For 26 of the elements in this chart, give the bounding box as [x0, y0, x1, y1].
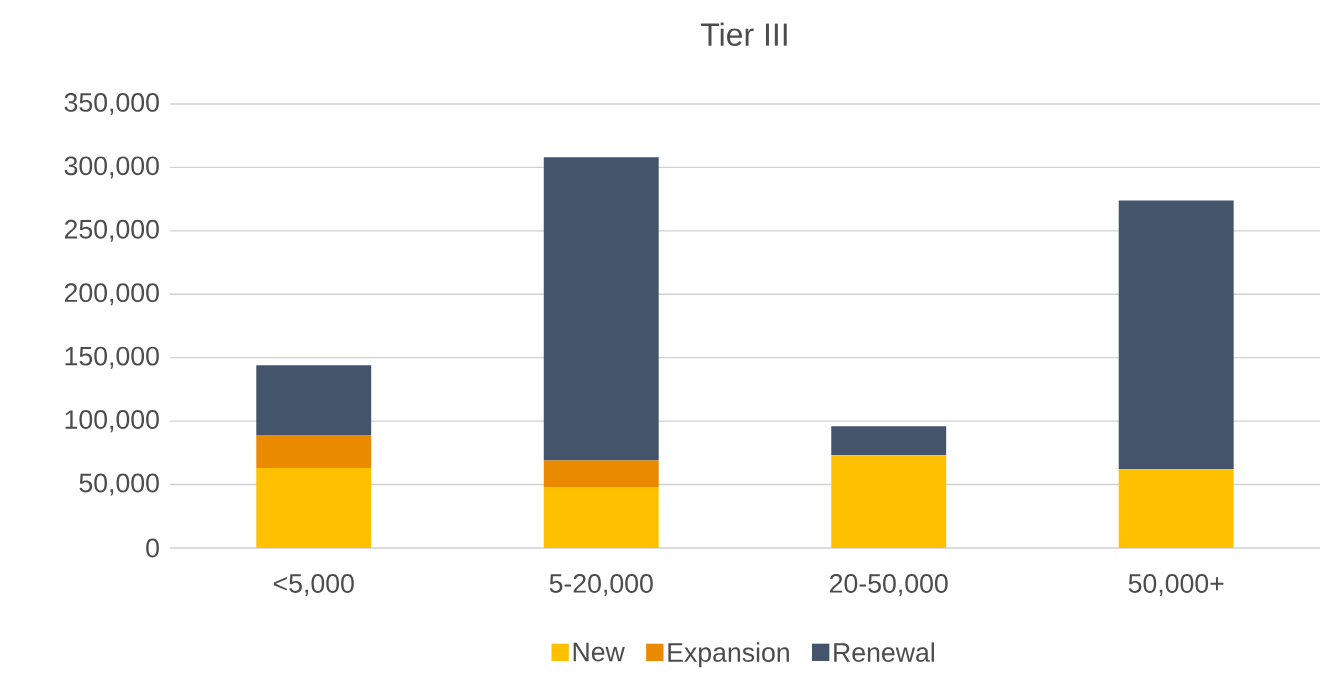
- bar: [1118, 469, 1234, 548]
- y-tick-label: 300,000: [64, 156, 159, 179]
- bar: [1118, 200, 1234, 470]
- legend-label: Expansion: [668, 642, 789, 668]
- x-tick-label: 20-50,000: [830, 574, 948, 597]
- bar: [543, 460, 659, 488]
- y-tick-label: 350,000: [64, 93, 159, 116]
- bar: [256, 365, 372, 436]
- bar: [256, 435, 372, 469]
- y-tick-label: 100,000: [65, 410, 159, 433]
- bar: [831, 426, 947, 456]
- y-tick-label: 150,000: [65, 346, 159, 369]
- x-tick-label: 50,000+: [1128, 574, 1224, 597]
- bar: [256, 468, 372, 548]
- legend-label: Renewal: [834, 642, 934, 662]
- y-tick-label: 250,000: [64, 219, 159, 242]
- x-tick-label: 5-20,000: [549, 574, 653, 597]
- y-tick-label: 0: [146, 538, 159, 558]
- bar: [543, 487, 659, 548]
- bar: [543, 157, 659, 461]
- legend-label: New: [573, 642, 625, 662]
- x-tick-label: <5,000: [273, 574, 354, 597]
- y-tick-label: 200,000: [64, 283, 159, 306]
- bar: [831, 455, 947, 548]
- y-tick-label: 50,000: [79, 473, 159, 496]
- chart-title: Tier III: [700, 22, 787, 46]
